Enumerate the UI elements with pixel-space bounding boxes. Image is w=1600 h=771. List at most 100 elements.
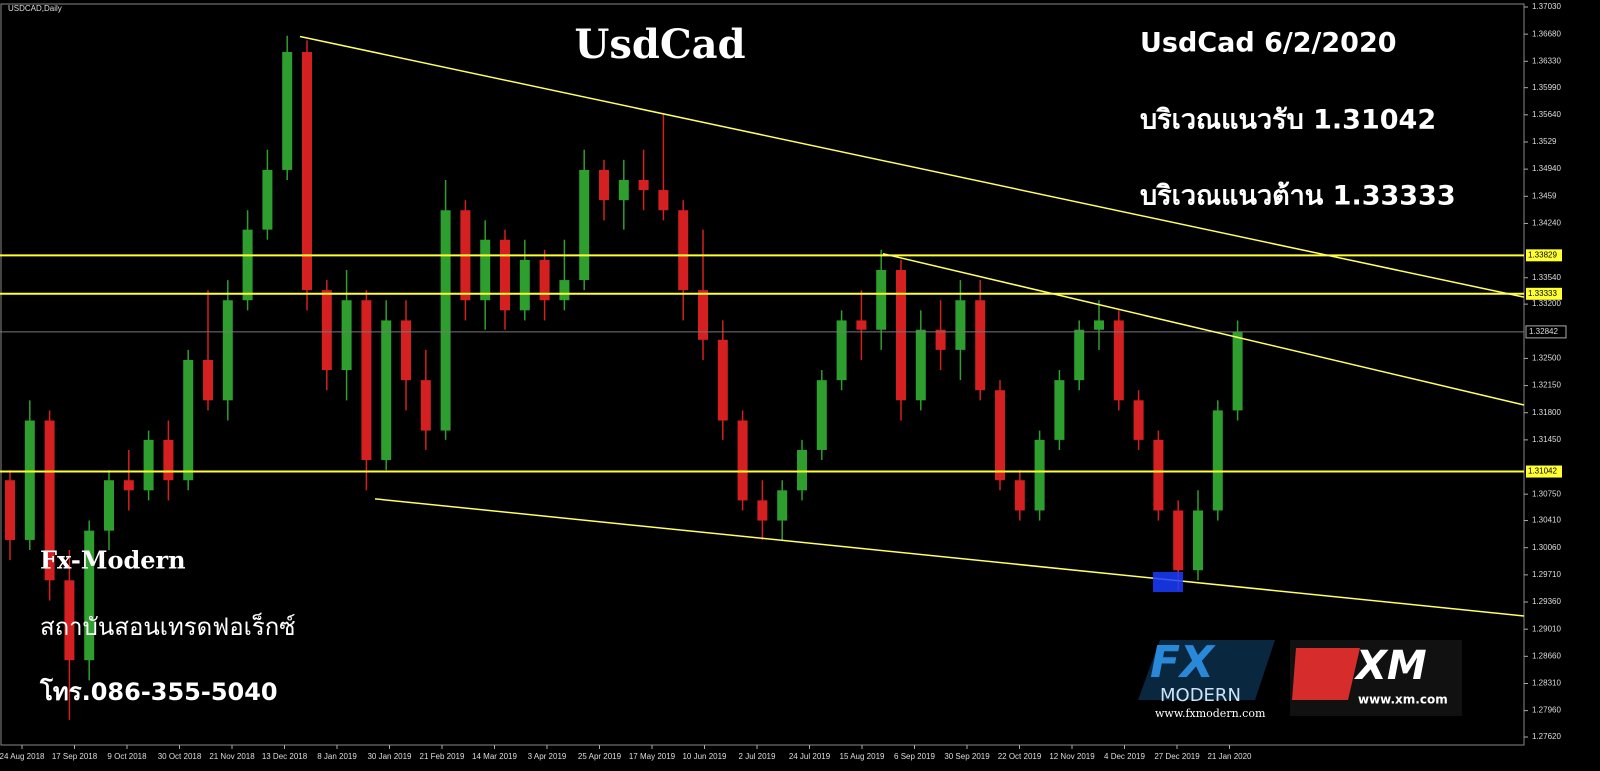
x-tick-label: 30 Jan 2019 <box>367 752 412 761</box>
y-tick-label: 1.28660 <box>1532 651 1561 660</box>
candle-body <box>836 320 847 381</box>
trendline <box>374 498 1525 617</box>
y-tick-label: 1.33200 <box>1532 299 1561 308</box>
candle-body <box>579 169 590 281</box>
x-tick-label: 6 Sep 2019 <box>894 752 935 761</box>
candle-body <box>519 259 530 311</box>
candle-body <box>816 380 827 450</box>
x-tick-label: 21 Feb 2019 <box>420 752 465 761</box>
x-tick-label: 15 Aug 2019 <box>840 752 885 761</box>
x-tick-label: 30 Sep 2019 <box>944 752 990 761</box>
logo-url: www.fxmodern.com <box>1155 707 1266 720</box>
candle-body <box>1094 320 1104 330</box>
candle-body <box>203 359 213 401</box>
candle-body <box>1034 439 1045 511</box>
candle-body <box>123 480 134 491</box>
logo-shape <box>1138 640 1275 700</box>
candle-body <box>896 269 906 401</box>
candle-body <box>678 210 689 291</box>
chart-title: UsdCad <box>574 21 745 68</box>
level-tag-label: 1.33333 <box>1528 289 1557 298</box>
candle-body <box>381 320 392 461</box>
x-tick-label: 10 Jun 2019 <box>682 752 727 761</box>
y-tick-label: 1.29360 <box>1532 597 1561 606</box>
y-tick-label: 1.36330 <box>1532 56 1561 65</box>
x-tick-label: 14 Mar 2019 <box>472 752 517 761</box>
candle-body <box>856 320 867 330</box>
x-tick-label: 13 Dec 2018 <box>262 752 308 761</box>
level-tag-label: 1.31042 <box>1528 467 1557 476</box>
candle-body <box>1173 510 1184 571</box>
highlight-box <box>1153 572 1183 592</box>
y-tick-label: 1.28310 <box>1532 679 1561 688</box>
annotation: บริเวณแนวรับ 1.31042 <box>1140 105 1436 136</box>
y-tick-label: 1.36680 <box>1532 29 1561 38</box>
fx-logo: FX MODERN www.fxmodern.com <box>1138 637 1275 720</box>
y-tick-label: 1.29010 <box>1532 624 1561 633</box>
logo-shape <box>1292 648 1360 700</box>
candle-body <box>242 229 253 301</box>
footer-text: โทร.086-355-5040 <box>39 677 278 706</box>
plot-frame <box>0 3 1525 746</box>
x-tick-label: 21 Nov 2018 <box>209 752 255 761</box>
xm-logo: XM www.xm.com <box>1290 640 1462 716</box>
candle-body <box>84 530 95 661</box>
candle-body <box>361 300 372 461</box>
candle-body <box>797 449 807 491</box>
candle-body <box>222 300 233 401</box>
y-tick-label: 1.30410 <box>1532 516 1561 525</box>
y-tick-label: 1.31450 <box>1532 435 1561 444</box>
candle-body <box>559 280 570 301</box>
x-tick-label: 21 Jan 2020 <box>1207 752 1252 761</box>
y-tick-label: 1.29710 <box>1532 570 1561 579</box>
y-tick-label: 1.34240 <box>1532 219 1561 228</box>
level-tag <box>1526 465 1562 478</box>
candle-body <box>282 51 293 170</box>
candle-body <box>1212 410 1223 511</box>
candle-body <box>64 580 75 661</box>
y-tick-label: 1.3529 <box>1532 137 1557 146</box>
candle-body <box>341 300 352 371</box>
trendline <box>299 35 1525 298</box>
footer-text: Fx-Modern <box>40 546 186 575</box>
candle-body <box>302 51 312 291</box>
candle-body <box>539 259 550 301</box>
annotation: บริเวณแนวต้าน 1.33333 <box>1140 181 1456 212</box>
x-tick-label: 4 Dec 2019 <box>1104 752 1145 761</box>
x-tick-label: 24 Aug 2018 <box>0 752 45 761</box>
y-tick-label: 1.27620 <box>1532 732 1561 741</box>
candle-body <box>5 480 15 540</box>
candle-body <box>599 169 609 201</box>
candle-body <box>500 239 510 311</box>
candle-body <box>995 390 1005 481</box>
y-tick-label: 1.35640 <box>1532 110 1561 119</box>
candle-body <box>638 179 649 191</box>
footer-text: สถาบันสอนเทรดฟอเร็กซ์ <box>40 612 296 641</box>
y-tick-label: 1.30060 <box>1532 543 1561 552</box>
level-tag <box>1526 287 1562 300</box>
candle-body <box>1113 320 1124 401</box>
candle-body <box>262 169 273 230</box>
x-tick-label: 8 Jan 2019 <box>317 752 357 761</box>
logo-text: FX <box>1150 637 1216 688</box>
candle-body <box>717 339 728 421</box>
candle-body <box>757 500 768 521</box>
y-tick-label: 1.33540 <box>1532 273 1561 282</box>
candle-body <box>975 300 986 391</box>
y-tick-label: 1.35990 <box>1532 83 1561 92</box>
candle-body <box>777 490 788 521</box>
x-tick-label: 25 Apr 2019 <box>578 752 622 761</box>
y-tick-label: 1.3459 <box>1532 191 1557 200</box>
y-tick-label: 1.34940 <box>1532 164 1561 173</box>
y-tick-label: 1.32500 <box>1532 354 1561 363</box>
x-tick-label: 12 Nov 2019 <box>1049 752 1095 761</box>
x-tick-label: 2 Jul 2019 <box>739 752 776 761</box>
y-tick-label: 1.31800 <box>1532 408 1561 417</box>
logo-text: XM <box>1353 643 1427 689</box>
x-tick-label: 9 Oct 2018 <box>107 752 147 761</box>
x-tick-label: 22 Oct 2019 <box>998 752 1042 761</box>
candle-body <box>1014 480 1025 511</box>
y-tick-label: 1.27960 <box>1532 706 1561 715</box>
candle-body <box>163 439 174 481</box>
candle-body <box>480 239 491 301</box>
